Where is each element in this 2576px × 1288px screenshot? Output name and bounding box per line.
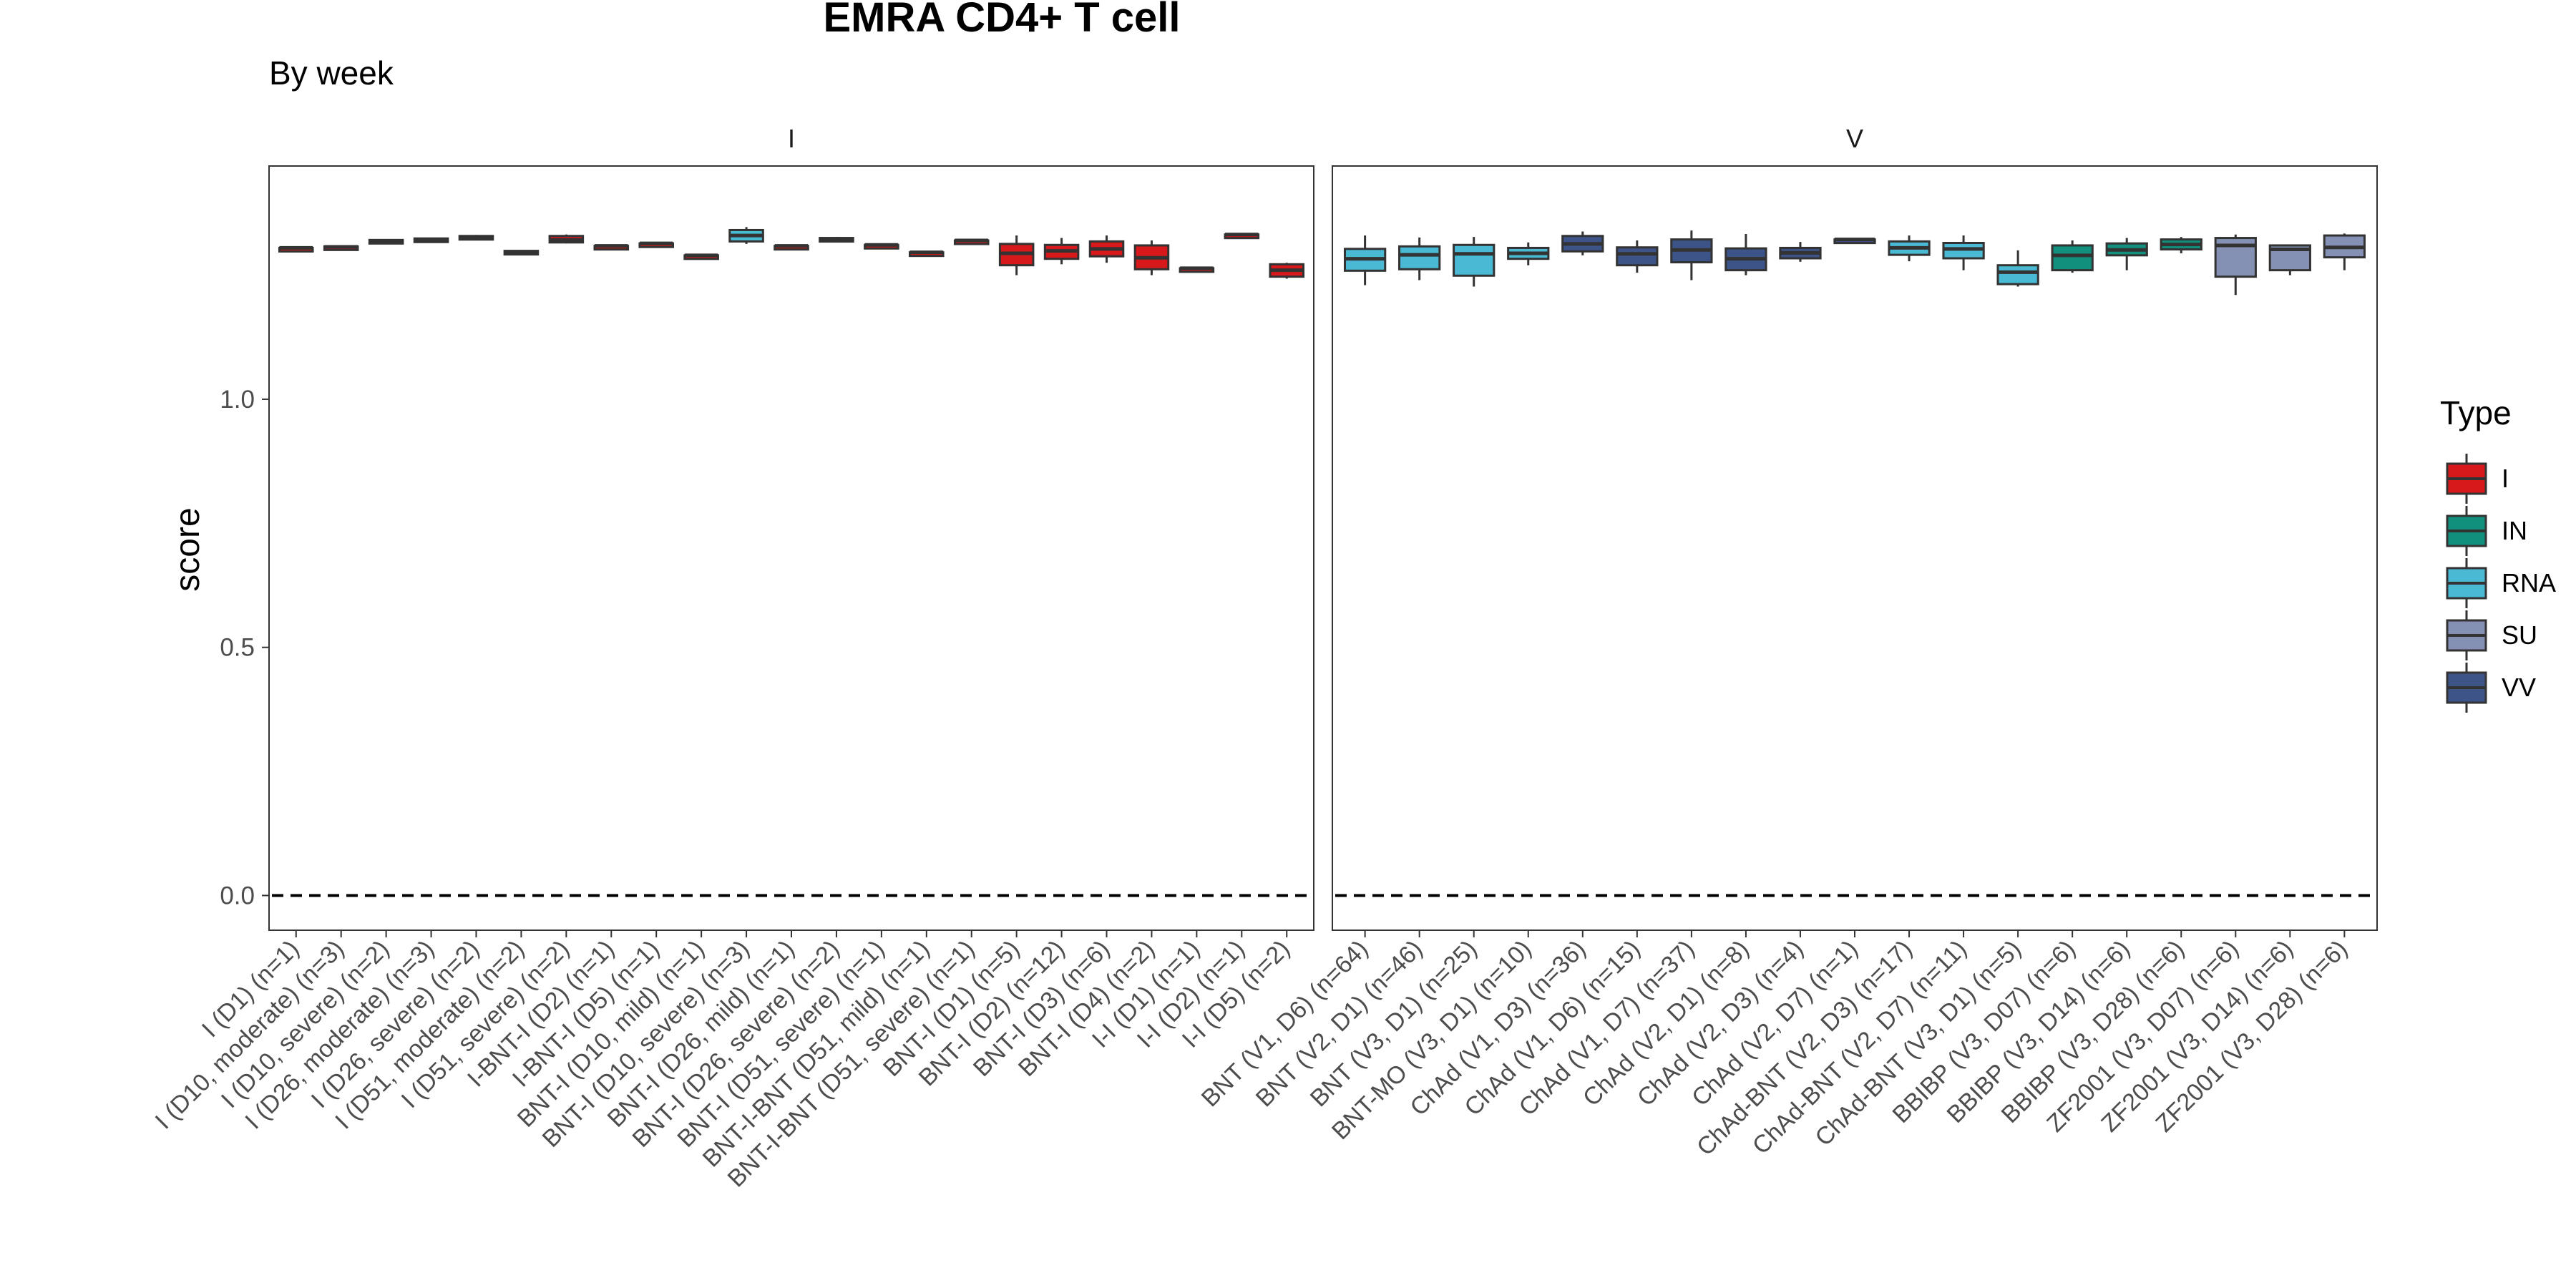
legend-item-VV: VV	[2446, 663, 2536, 713]
legend-label: IN	[2502, 516, 2527, 545]
y-axis-label: score	[169, 507, 207, 591]
legend-label: SU	[2502, 620, 2537, 650]
legend-item-I: I	[2446, 454, 2509, 504]
y-tick-label: 0.0	[220, 882, 255, 909]
panels: 0.0 0.5 1.0II (D1) (n=1)I (D10, moderate) …	[150, 124, 2378, 1193]
legend-title: Type	[2440, 394, 2512, 431]
legend-label: I	[2502, 464, 2509, 493]
panel-strip-label: I	[788, 124, 795, 153]
y-tick-label: 0.5	[220, 634, 255, 662]
chart-subtitle: By week	[269, 54, 394, 92]
box-body	[1616, 246, 1659, 267]
legend-item-RNA: RNA	[2446, 558, 2556, 608]
panel-frame	[268, 165, 1314, 931]
box-body	[1996, 264, 2039, 286]
panel-I: II (D1) (n=1)I (D10, moderate) (n=3)I (D…	[150, 124, 1314, 1193]
legend-label: VV	[2502, 673, 2536, 702]
chart-title: EMRA CD4+ T cell	[823, 0, 1180, 41]
legend: Type I IN RNA SU VV	[2440, 394, 2556, 713]
panel-strip-label: V	[1846, 124, 1863, 153]
legend-item-SU: SU	[2446, 610, 2537, 660]
box-body	[1398, 245, 1441, 270]
legend-label: RNA	[2502, 568, 2556, 597]
legend-item-IN: IN	[2446, 506, 2527, 556]
box-body	[1453, 243, 1496, 277]
panel-frame	[1332, 165, 2378, 931]
box-body	[2051, 244, 2094, 272]
y-tick-label: 1.0	[220, 386, 255, 414]
